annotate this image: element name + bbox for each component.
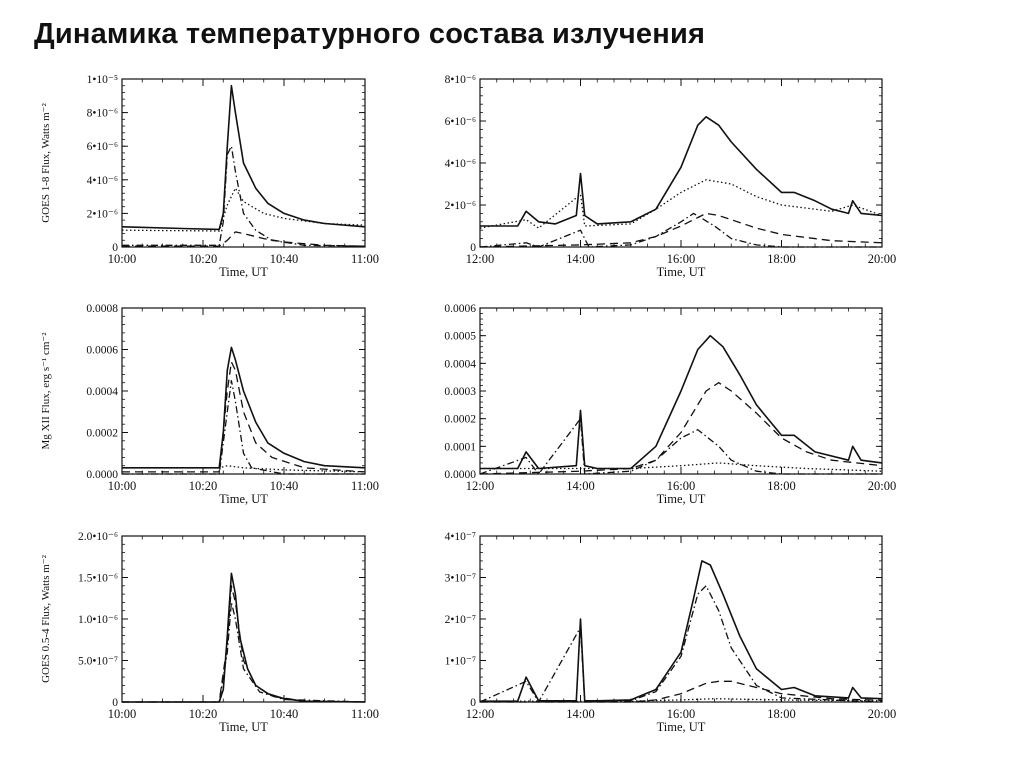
y-axis-label: GOES 0.5-4 Flux, Watts m⁻²	[40, 554, 52, 683]
x-axis-label: Time, UT	[219, 720, 268, 734]
x-tick-label: 10:40	[270, 252, 298, 266]
x-tick-label: 18:00	[767, 479, 795, 493]
y-tick-label: 2.0•10⁻⁶	[78, 531, 118, 543]
x-axis-label: Time, UT	[657, 720, 706, 734]
x-tick-label: 16:00	[667, 252, 695, 266]
x-axis-label: Time, UT	[219, 265, 268, 279]
y-tick-label: 4•10⁻⁶	[87, 175, 118, 187]
x-tick-label: 16:00	[667, 707, 695, 721]
series-line-dash-dot	[479, 585, 883, 703]
page-title: Динамика температурного состава излучени…	[34, 18, 706, 50]
y-tick-label: 1•10⁻⁵	[87, 74, 118, 86]
x-tick-label: 11:00	[351, 252, 379, 266]
x-tick-label: 12:00	[466, 252, 494, 266]
y-tick-label: 0.0000	[86, 469, 118, 481]
series-line-solid	[480, 334, 883, 470]
y-axis-label: GOES 1-8 Flux, Watts m⁻²	[40, 103, 52, 223]
series-line-dashed	[122, 231, 366, 247]
y-tick-label: 0	[470, 242, 476, 254]
y-tick-label: 0.0001	[444, 441, 476, 453]
x-tick-label: 12:00	[466, 707, 494, 721]
x-tick-label: 10:20	[189, 479, 217, 493]
y-tick-label: 2•10⁻⁶	[445, 200, 476, 212]
x-tick-label: 10:00	[108, 707, 136, 721]
y-tick-label: 0	[112, 242, 118, 254]
y-tick-label: 0	[112, 697, 118, 709]
x-tick-label: 10:20	[189, 707, 217, 721]
y-tick-label: 0.0002	[86, 428, 118, 440]
x-tick-label: 10:20	[189, 252, 217, 266]
series-line-dash-dot	[122, 601, 366, 703]
chart-goes18-right: 0 2•10⁻⁶ 4•10⁻⁶ 6•10⁻⁶ 8•10⁻⁶ 12:00 14:00 16:00…	[445, 74, 897, 279]
x-tick-label: 18:00	[767, 707, 795, 721]
y-tick-label: 2•10⁻⁷	[445, 614, 476, 626]
chart-goes054-left: 0 5.0•10⁻⁷ 1.0•10⁻⁶ 1.5•10⁻⁶ 2.0•10⁻⁶ 10:00 10…	[40, 531, 379, 734]
x-tick-label: 20:00	[868, 479, 896, 493]
y-tick-label: 1.5•10⁻⁶	[78, 573, 118, 585]
x-axis-label: Time, UT	[657, 265, 706, 279]
y-tick-label: 0.0008	[86, 303, 118, 315]
y-tick-label: 8•10⁻⁶	[87, 108, 118, 120]
y-tick-label: 4•10⁻⁷	[445, 531, 476, 543]
x-tick-label: 14:00	[566, 479, 594, 493]
x-tick-label: 10:40	[270, 707, 298, 721]
chart-goes18-left: 0 2•10⁻⁶ 4•10⁻⁶ 6•10⁻⁶ 8•10⁻⁶ 1•10⁻⁵ 10:00 10:2…	[40, 74, 379, 279]
series-line-dashed	[122, 585, 366, 703]
series-line-dotted	[479, 179, 883, 229]
x-tick-label: 20:00	[868, 707, 896, 721]
chart-goes054-right: 0 1•10⁻⁷ 2•10⁻⁷ 3•10⁻⁷ 4•10⁻⁷ 12:00 14:00 16:00…	[445, 531, 897, 734]
series-line-dotted	[122, 465, 366, 473]
y-tick-label: 0.0005	[444, 331, 476, 343]
series-line-solid	[122, 572, 366, 703]
series-line-dashed	[122, 361, 366, 473]
x-tick-label: 11:00	[351, 707, 379, 721]
x-tick-label: 10:00	[108, 252, 136, 266]
y-tick-label: 2•10⁻⁶	[87, 208, 118, 220]
x-tick-label: 14:00	[566, 707, 594, 721]
y-tick-label: 0.0003	[444, 386, 476, 398]
y-tick-label: 1.0•10⁻⁶	[78, 614, 118, 626]
series-line-dash-dot	[479, 212, 882, 248]
plot-frame	[479, 535, 883, 703]
chart-mgxii-right: 0.0000 0.0001 0.0002 0.0003 0.0004 0.0005 0.00…	[444, 303, 896, 506]
x-tick-label: 20:00	[868, 252, 896, 266]
series-line-dashed	[479, 382, 883, 475]
y-tick-label: 8•10⁻⁶	[445, 74, 476, 86]
y-tick-label: 0	[470, 697, 476, 709]
y-tick-label: 1•10⁻⁷	[445, 656, 476, 668]
chart-mgxii-left: 0.0000 0.0002 0.0004 0.0006 0.0008 10:00 10:20…	[40, 303, 379, 506]
series-line-solid	[480, 116, 883, 227]
y-tick-label: 3•10⁻⁷	[445, 573, 476, 585]
y-tick-label: 0.0004	[86, 386, 118, 398]
x-tick-label: 10:00	[108, 479, 136, 493]
y-tick-label: 0.0006	[86, 345, 118, 357]
y-tick-label: 4•10⁻⁶	[445, 158, 476, 170]
x-axis-label: Time, UT	[219, 492, 268, 506]
y-tick-label: 0.0004	[444, 358, 476, 370]
series-line-dash-dot	[122, 145, 366, 247]
series-line-solid	[121, 84, 366, 231]
x-tick-label: 12:00	[466, 479, 494, 493]
x-tick-label: 16:00	[667, 479, 695, 493]
y-tick-label: 6•10⁻⁶	[445, 116, 476, 128]
y-axis-label: Mg XII Flux, erg s⁻¹ cm⁻²	[40, 332, 52, 450]
series-line-solid	[480, 560, 883, 703]
series-line-dash-dot	[122, 379, 365, 475]
x-tick-label: 14:00	[566, 252, 594, 266]
x-tick-label: 18:00	[767, 252, 795, 266]
series-line-dashed	[480, 680, 883, 703]
y-tick-label: 0.0002	[444, 414, 476, 426]
y-tick-label: 0.0000	[444, 469, 476, 481]
x-tick-label: 10:40	[270, 479, 298, 493]
y-tick-label: 6•10⁻⁶	[87, 141, 118, 153]
y-tick-label: 0.0006	[444, 303, 476, 315]
plot-frame	[121, 535, 366, 703]
x-tick-label: 11:00	[351, 479, 379, 493]
y-tick-label: 5.0•10⁻⁷	[78, 656, 118, 668]
series-line-dashed	[479, 212, 883, 248]
x-axis-label: Time, UT	[657, 492, 706, 506]
